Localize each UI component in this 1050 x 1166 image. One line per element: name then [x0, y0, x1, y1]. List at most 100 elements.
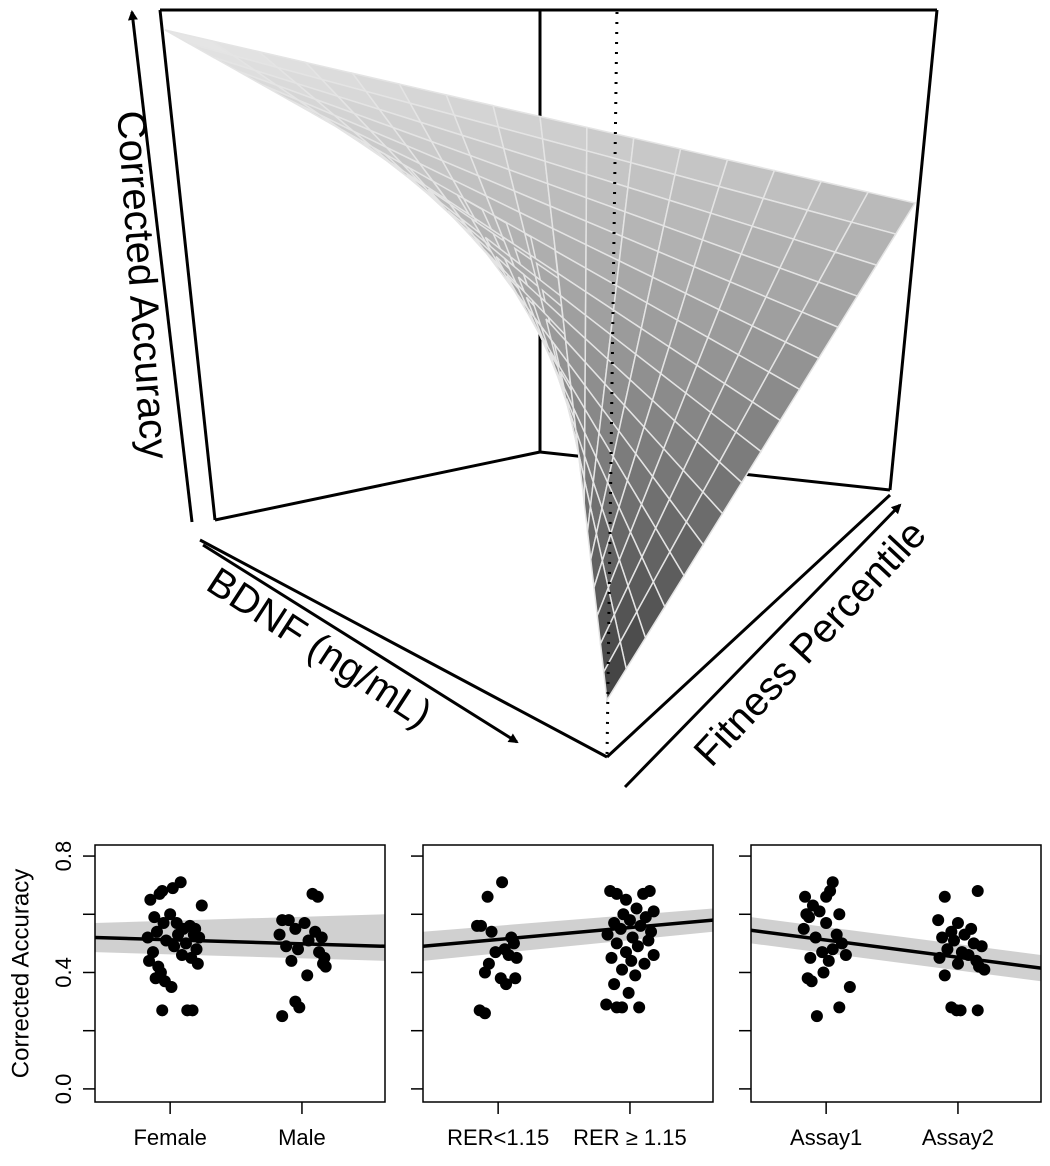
data-point [623, 914, 636, 927]
data-point [143, 954, 156, 967]
data-point [150, 925, 163, 938]
data-point [478, 966, 491, 979]
data-point [625, 954, 638, 967]
dotted-line [605, 11, 619, 758]
data-point [496, 876, 509, 889]
data-point [958, 928, 971, 941]
panel-frame [422, 844, 714, 1103]
data-point [630, 902, 643, 915]
data-point [610, 937, 623, 950]
strip-panels: 0.0 0.4 0.8 Female Male Corrected Accuracy RER… [7, 841, 1042, 1150]
data-point [144, 893, 157, 906]
data-point [941, 943, 954, 956]
data-point [638, 957, 651, 970]
data-point [813, 905, 826, 918]
data-point [189, 922, 202, 935]
data-point [166, 882, 179, 895]
data-point [647, 949, 660, 962]
y-axis-label: Corrected Accuracy [7, 869, 34, 1078]
box-edge [888, 9, 939, 491]
x-tick-label: RER ≥ 1.15 [573, 1125, 687, 1150]
data-point [951, 917, 964, 930]
surface-plot: Corrected Accuracy BDNF (ng/mL) Fitness … [108, 8, 939, 789]
data-point [509, 972, 522, 985]
data-point [156, 1004, 169, 1017]
data-point [932, 914, 945, 927]
fit-line [750, 928, 1042, 970]
box-edge [158, 9, 217, 521]
data-point [311, 890, 324, 903]
data-point [315, 931, 328, 944]
data-point [149, 972, 162, 985]
z-axis-label: Corrected Accuracy [108, 109, 176, 460]
y-axis-label: Fitness Percentile [686, 512, 935, 775]
data-point [605, 951, 618, 964]
data-point [489, 946, 502, 959]
fit-line [422, 918, 714, 949]
y-tick-label: 0.8 [51, 841, 76, 872]
x-tick-label: Assay1 [790, 1125, 862, 1150]
data-point [616, 1001, 629, 1014]
data-point [475, 919, 487, 932]
panel-frame [94, 844, 386, 1103]
data-point [608, 978, 621, 991]
data-point [285, 954, 298, 967]
data-point [276, 1010, 289, 1023]
data-point [803, 911, 815, 924]
data-point [500, 978, 513, 991]
y-tick-label: 0.0 [51, 1074, 76, 1105]
panel-frame [750, 844, 1042, 1103]
data-point [826, 943, 839, 956]
strip-panel: RER<1.15 RER ≥ 1.15 [411, 844, 714, 1150]
data-point [157, 917, 170, 930]
data-point [485, 925, 498, 938]
surface-cell [602, 639, 628, 703]
data-point [633, 1001, 646, 1014]
data-point [938, 969, 951, 982]
strip-panel: 0.0 0.4 0.8 Female Male Corrected Accuracy [7, 841, 386, 1150]
data-point [830, 928, 843, 941]
data-point [319, 960, 332, 973]
box-edge [199, 538, 608, 759]
data-point [301, 969, 314, 982]
data-point [971, 1004, 984, 1017]
z-axis-arrow [127, 10, 194, 523]
data-point [195, 899, 208, 912]
box-edge [605, 493, 892, 759]
data-point [817, 966, 830, 979]
data-point [629, 969, 642, 982]
y-tick-label: 0.4 [51, 957, 76, 988]
data-point [826, 876, 839, 889]
data-point [148, 911, 161, 924]
data-point [507, 937, 520, 950]
data-point [951, 957, 964, 970]
data-point [642, 934, 655, 947]
data-point [600, 998, 613, 1011]
data-point [156, 884, 169, 897]
data-point [298, 917, 311, 930]
data-point [289, 922, 302, 935]
data-point [822, 954, 835, 967]
data-point [273, 928, 286, 941]
data-point [168, 940, 181, 953]
data-point [610, 887, 623, 900]
data-point [616, 963, 629, 976]
data-point [833, 908, 846, 921]
data-point [190, 943, 203, 956]
data-point [797, 922, 810, 935]
data-point [481, 890, 494, 903]
data-point [626, 931, 639, 944]
data-point [948, 934, 960, 947]
data-point [172, 928, 185, 941]
data-point [820, 917, 833, 930]
data-point [816, 946, 829, 959]
data-point [839, 949, 852, 962]
surface-mesh [164, 29, 917, 703]
x-tick-label: Male [278, 1125, 326, 1150]
data-point [164, 908, 177, 921]
y-axis-arrow [623, 503, 902, 789]
data-point [186, 1004, 199, 1017]
data-point [799, 890, 812, 903]
data-point [639, 911, 652, 924]
